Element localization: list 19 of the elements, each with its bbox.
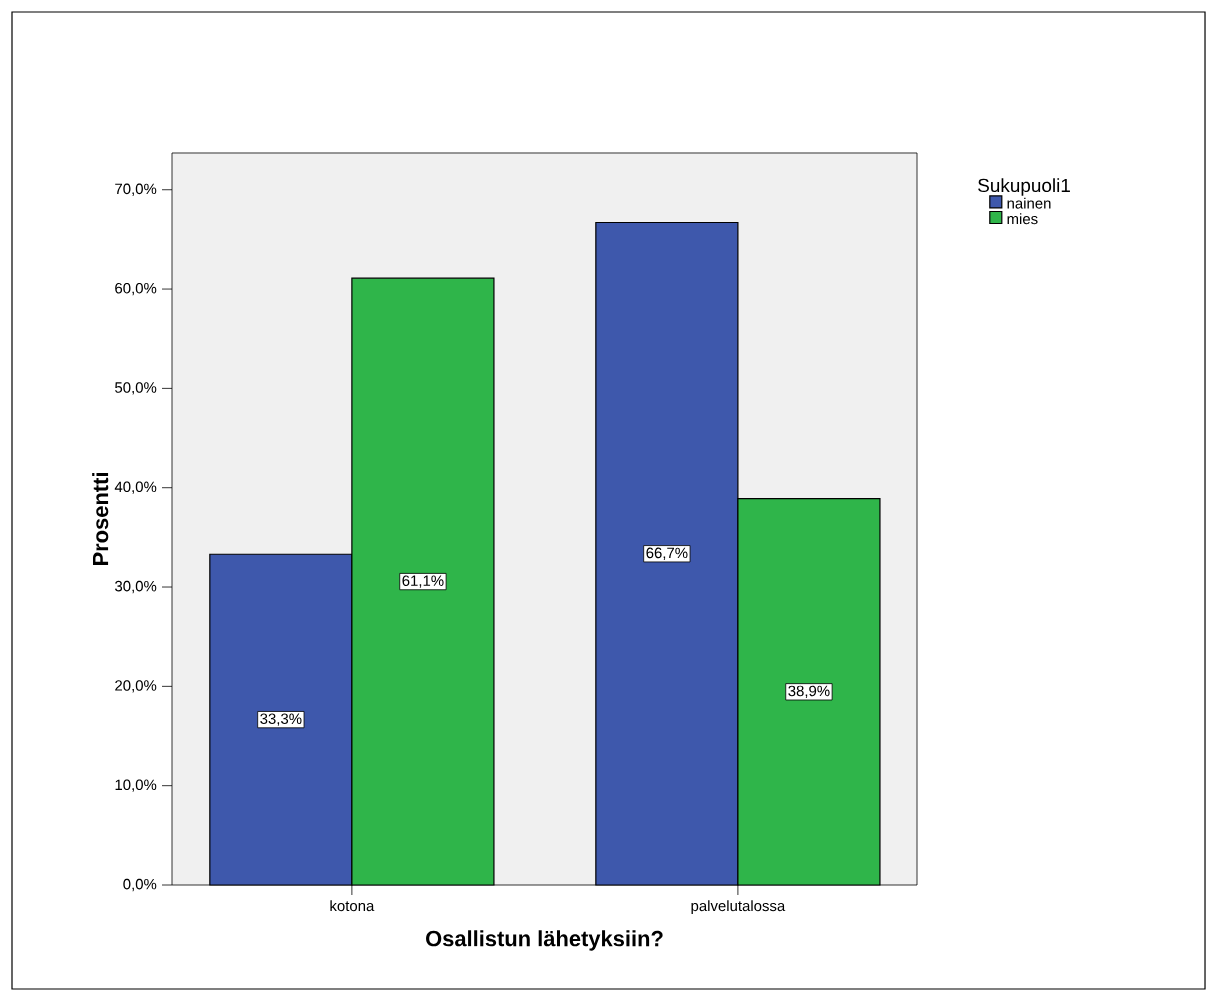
y-tick-label: 50,0% [115,382,157,395]
x-tick-label: kotona [330,900,375,912]
legend-title: Sukupuoli1 [978,178,1070,196]
data-label: 38,9% [788,685,830,698]
y-tick-label: 0,0% [123,878,157,892]
data-label: 66,7% [646,547,688,560]
x-axis-title: Osallistun lähetyksiin? [426,930,663,951]
x-tick-label: palvelutalossa [691,900,786,915]
y-tick-label: 70,0% [115,183,157,196]
y-tick-label: 40,0% [114,481,157,494]
y-tick-label: 10,0% [115,779,157,792]
data-label: 33,3% [260,713,302,726]
y-tick-label: 20,0% [115,680,157,693]
y-axis-title: Prosentti [92,473,109,566]
data-label: 61,1% [402,575,444,588]
y-tick-label: 60,0% [115,282,157,296]
legend-label: nainen [1007,197,1051,209]
y-tick-label: 30,0% [115,580,157,594]
legend-label: mies [1007,213,1038,225]
